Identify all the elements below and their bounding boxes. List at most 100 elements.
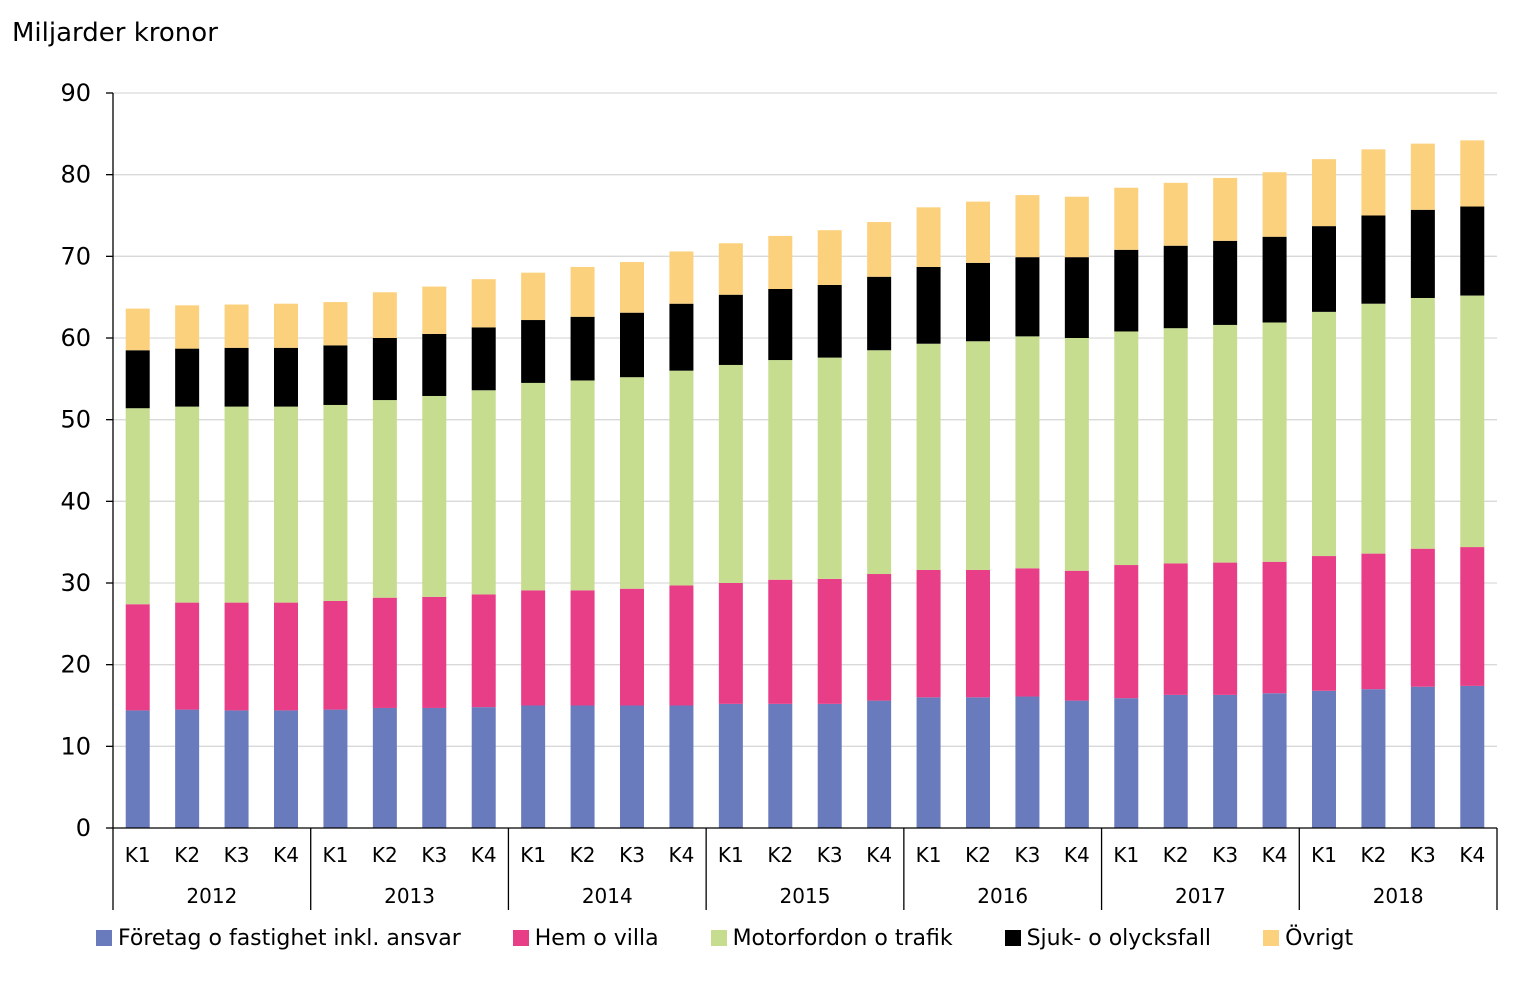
bar-segment — [1460, 140, 1485, 207]
bar-segment — [1163, 328, 1188, 564]
bar-segment — [1312, 226, 1336, 312]
x-tick-label-year: 2012 — [186, 884, 237, 908]
bar-segment — [916, 207, 941, 267]
bar-segment — [1213, 177, 1238, 241]
y-tick-label: 20 — [60, 651, 91, 679]
bar-segment — [1114, 249, 1139, 332]
bar-segment — [768, 289, 793, 361]
y-tick-label: 60 — [60, 324, 91, 352]
bar-segment — [1064, 196, 1089, 258]
y-tick-label: 10 — [60, 732, 91, 760]
bar-segment — [224, 347, 249, 407]
bar-segment — [175, 602, 200, 710]
bar-segment — [1361, 553, 1386, 690]
bar-segment — [570, 266, 595, 317]
legend-label: Sjuk- o olycksfall — [1026, 925, 1212, 951]
y-axis-title: Miljarder kronor — [12, 18, 218, 48]
bar-segment — [620, 312, 644, 378]
bar-segment — [1114, 698, 1139, 828]
y-tick-label: 0 — [76, 814, 91, 842]
bar-segment — [1312, 690, 1336, 828]
bar-segment — [1262, 172, 1287, 237]
bar-segment — [274, 303, 298, 348]
bar-segment — [966, 697, 990, 828]
x-tick-label-quarter: K3 — [224, 843, 250, 867]
x-tick-label-year: 2016 — [977, 884, 1028, 908]
bar-segment — [1163, 245, 1188, 329]
bar-segment — [1213, 240, 1238, 325]
stacked-bar-chart: 0 10 20 30 40 50 60 70 80 90 K1 K2 K3 K4 K1 K2 K3 K4 K1 K2 K… — [60, 79, 1498, 910]
bar-segment — [274, 347, 298, 407]
bar-segment — [817, 578, 842, 704]
bar-segment — [224, 406, 249, 603]
bar-segment — [718, 703, 743, 828]
bar-segment — [966, 341, 990, 570]
bar-segment — [1262, 322, 1287, 562]
bar-segment — [125, 308, 150, 351]
x-tick-label-quarter: K4 — [471, 843, 497, 867]
legend-swatch — [96, 930, 112, 946]
bar-segment — [916, 343, 941, 570]
x-tick-label-quarter: K4 — [273, 843, 299, 867]
bar-segment — [1064, 700, 1089, 828]
bar-segment — [274, 406, 298, 603]
legend-item: Sjuk- o olycksfall — [1004, 925, 1212, 951]
bar-segment — [669, 303, 694, 371]
bar-segment — [768, 703, 793, 828]
bar-segment — [1163, 563, 1188, 695]
x-tick-label-quarter: K4 — [866, 843, 892, 867]
bar-segment — [422, 596, 447, 708]
legend-swatch — [1263, 930, 1280, 946]
bar-segment — [175, 406, 200, 603]
y-tick-label: 70 — [60, 242, 91, 270]
bar-segment — [1015, 336, 1040, 569]
bar-segment — [125, 604, 150, 711]
bar-segment — [1410, 548, 1435, 687]
bar-segment — [1312, 159, 1336, 227]
bar-segment — [1015, 257, 1040, 337]
x-tick-label-quarter: K3 — [421, 843, 447, 867]
bar-segment — [669, 370, 694, 586]
bar-segment — [422, 286, 447, 334]
bar-segment — [1361, 689, 1386, 828]
bar-segment — [570, 590, 595, 706]
x-tick-label-quarter: K1 — [1311, 843, 1337, 867]
bar-segment — [372, 338, 397, 401]
legend-item: Företag o fastighet inkl. ansvar — [96, 926, 461, 951]
x-tick-label-quarter: K4 — [1459, 843, 1485, 867]
bar-segment — [867, 700, 892, 828]
bar-segment — [323, 404, 348, 601]
x-tick-label-quarter: K1 — [718, 843, 744, 867]
bar-segment — [175, 348, 200, 407]
axis-labels: 0 10 20 30 40 50 60 70 80 90 K1 K2 K3 K4 K1 K2 K3 K4 K1 K2 K… — [60, 79, 1485, 908]
bar-segment — [620, 705, 644, 828]
x-tick-label-year: 2017 — [1175, 884, 1226, 908]
bar-segment — [1361, 215, 1386, 304]
y-tick-label: 40 — [60, 487, 91, 515]
bar-segment — [1410, 209, 1435, 298]
bars — [125, 140, 1485, 828]
legend-swatch — [710, 930, 727, 946]
bar-segment — [125, 350, 150, 409]
legend-label: Hem o villa — [534, 925, 659, 951]
bar-segment — [718, 364, 743, 583]
bar-segment — [521, 590, 546, 706]
bar-segment — [1312, 311, 1336, 557]
bar-segment — [422, 395, 447, 597]
bar-segment — [471, 327, 496, 391]
bar-segment — [1015, 568, 1040, 697]
bar-segment — [1262, 693, 1287, 828]
bar-segment — [521, 320, 546, 383]
bar-segment — [817, 230, 842, 285]
bar-segment — [1163, 694, 1188, 828]
bar-segment — [323, 345, 348, 405]
bar-segment — [768, 579, 793, 704]
x-tick-label-quarter: K1 — [323, 843, 349, 867]
bar-segment — [1064, 257, 1089, 338]
bar-segment — [1262, 236, 1287, 323]
bar-segment — [1410, 143, 1435, 210]
bar-segment — [570, 380, 595, 591]
bar-segment — [570, 316, 595, 381]
bar-segment — [718, 583, 743, 704]
bar-segment — [1015, 195, 1040, 258]
